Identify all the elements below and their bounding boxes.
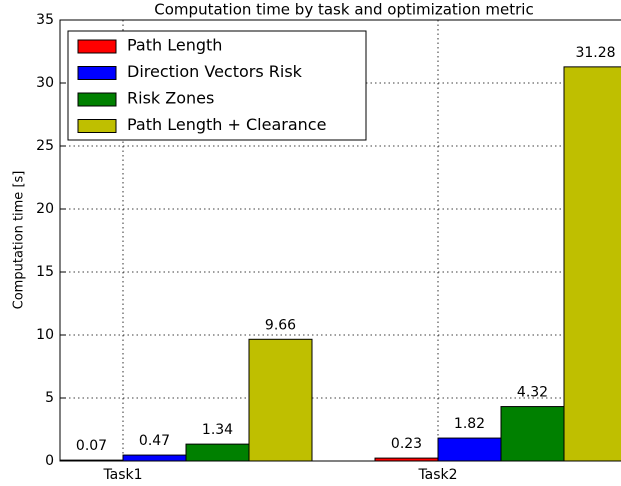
value-label: 9.66 <box>265 317 296 333</box>
bar <box>563 66 621 462</box>
legend-label: Path Length + Clearance <box>127 115 326 134</box>
y-tick-label: 30 <box>36 75 54 91</box>
value-label: 1.34 <box>202 422 233 438</box>
x-tick-label: Task1 <box>102 467 142 483</box>
y-tick-label: 20 <box>36 201 54 217</box>
legend-swatch <box>77 92 117 107</box>
legend-label: Risk Zones <box>127 89 214 108</box>
value-label: 0.07 <box>76 438 107 454</box>
legend-swatch <box>77 39 117 54</box>
bar <box>122 454 187 462</box>
y-tick-label: 0 <box>45 453 54 469</box>
legend-box <box>67 30 367 141</box>
y-axis-label: Computation time [s] <box>12 171 27 310</box>
value-label: 31.28 <box>575 45 615 61</box>
value-label: 0.23 <box>391 436 422 452</box>
bar <box>185 443 250 462</box>
bar <box>500 406 565 462</box>
value-label: 1.82 <box>454 416 485 432</box>
value-label: 0.47 <box>139 433 170 449</box>
legend-swatch <box>77 66 117 80</box>
bar <box>248 338 313 462</box>
y-tick-label: 25 <box>36 138 54 154</box>
legend-swatch <box>77 119 117 133</box>
legend-label: Path Length <box>127 36 222 55</box>
axes-frame <box>59 19 621 462</box>
bar <box>437 437 502 462</box>
y-tick-label: 35 <box>36 12 54 28</box>
y-tick-label: 10 <box>36 327 54 343</box>
chart-title: Computation time by task and optimizatio… <box>154 1 533 19</box>
value-label: 4.32 <box>517 385 548 401</box>
x-tick-label: Task2 <box>417 467 457 483</box>
legend-label: Direction Vectors Risk <box>127 62 303 81</box>
y-tick-label: 5 <box>45 390 54 406</box>
y-tick-label: 15 <box>36 264 54 280</box>
